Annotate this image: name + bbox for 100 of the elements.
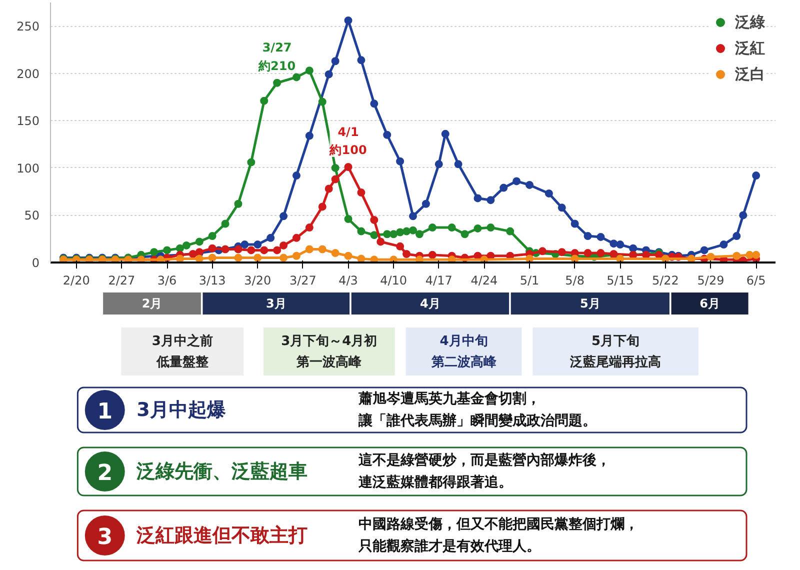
point [409, 212, 417, 220]
point [732, 252, 741, 260]
point [195, 254, 204, 262]
point [448, 256, 456, 262]
y-tick-label: 50 [24, 208, 40, 223]
point [474, 224, 482, 232]
point [305, 66, 314, 75]
y-tick-label: 200 [16, 66, 40, 81]
point [182, 241, 190, 250]
text: 第二波高峰 [430, 354, 498, 370]
point [357, 188, 366, 197]
point [318, 98, 326, 106]
point [370, 100, 378, 108]
legend-label: 泛綠 [735, 12, 765, 32]
point [344, 252, 352, 260]
point [292, 234, 300, 242]
x-tick-label: 4/24 [470, 274, 498, 288]
point [460, 230, 469, 238]
point [434, 160, 443, 168]
point [266, 234, 275, 242]
point [234, 245, 242, 254]
point [305, 245, 314, 254]
point [512, 177, 521, 186]
point [454, 160, 462, 168]
point [370, 231, 378, 240]
point [234, 254, 242, 262]
point [208, 232, 216, 240]
x-tick-label: 2/27 [108, 274, 136, 288]
point [273, 78, 282, 87]
point [370, 256, 378, 262]
point [720, 240, 728, 249]
x-tick-label: 3/13 [198, 274, 226, 288]
point [273, 246, 282, 254]
point [396, 228, 404, 236]
point [661, 254, 670, 262]
legend-label: 泛紅 [735, 38, 765, 58]
point [486, 224, 495, 232]
point [544, 189, 553, 198]
text: 3月中起爆 [136, 399, 226, 421]
point [344, 215, 352, 223]
point [240, 240, 249, 249]
point [732, 232, 741, 240]
point [396, 242, 404, 250]
x-tick-label: 5/1 [520, 274, 540, 288]
text: 4月 [420, 296, 440, 310]
point [584, 232, 592, 240]
x-tick-label: 4/10 [380, 274, 408, 288]
y-tick-label: 100 [16, 161, 40, 176]
point [570, 220, 579, 228]
point [280, 212, 288, 220]
point [700, 246, 708, 254]
text: 5月下旬 [592, 334, 640, 349]
point [584, 249, 592, 258]
text: 3月下旬～4月初 [281, 333, 378, 349]
text: 中國路線受傷，但又不能把國民黨整個打爛， [358, 516, 639, 532]
point [357, 227, 366, 236]
point [752, 250, 760, 259]
point [357, 56, 366, 64]
point [357, 254, 366, 262]
point [208, 254, 216, 262]
text: 泛綠先衝、泛藍超車 [136, 460, 308, 482]
point [292, 73, 300, 82]
x-tick-label: 4/17 [425, 274, 452, 288]
x-tick-label: 3/6 [157, 274, 177, 288]
point [538, 247, 546, 256]
point [163, 246, 172, 254]
text: 連泛藍媒體都得跟著追。 [358, 474, 513, 490]
point [260, 246, 268, 254]
annotation: 4/1 約100 [328, 124, 367, 158]
point [422, 200, 430, 208]
point [558, 204, 566, 212]
point [331, 175, 340, 184]
x-tick-label: 2/20 [62, 274, 90, 288]
point [596, 232, 605, 241]
point [402, 227, 411, 236]
point [506, 227, 514, 236]
point [390, 230, 398, 238]
point [234, 200, 242, 208]
x-tick-label: 5/22 [652, 274, 679, 288]
point [376, 238, 385, 246]
point [318, 245, 326, 254]
y-tick-label: 250 [16, 20, 40, 34]
point [448, 224, 456, 232]
point [305, 132, 314, 140]
point [558, 248, 566, 256]
point [616, 240, 624, 249]
point [188, 250, 197, 258]
point [331, 249, 340, 258]
point [616, 254, 624, 262]
point [441, 130, 450, 138]
x-tick-label: 5/8 [565, 274, 584, 288]
point [176, 254, 184, 262]
point [409, 226, 417, 234]
point [383, 230, 392, 238]
point [292, 172, 300, 180]
text: 6月 [700, 296, 720, 310]
point [221, 245, 230, 254]
y-tick-label: 0 [32, 256, 40, 270]
point [221, 220, 230, 228]
point [746, 250, 754, 259]
